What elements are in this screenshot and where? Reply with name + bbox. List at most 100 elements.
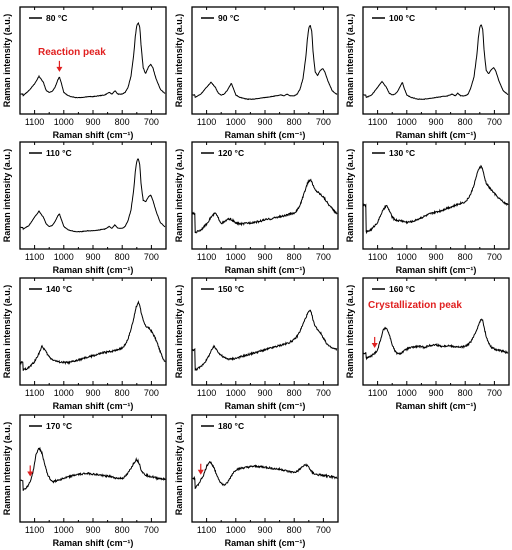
y-axis-label: Raman intensity (a.u.)	[2, 422, 12, 516]
x-tick-label: 700	[487, 388, 502, 398]
x-tick-label: 900	[85, 252, 100, 262]
x-tick-label: 1000	[54, 117, 74, 127]
x-tick-label: 800	[115, 117, 130, 127]
annotation-text: Crystallization peak	[368, 300, 462, 311]
annotation-arrow-head	[27, 471, 34, 477]
x-tick-label: 1100	[25, 525, 44, 535]
x-tick-label: 1000	[397, 388, 417, 398]
annotation-arrow-head	[197, 469, 204, 475]
legend-label: 160 °C	[389, 284, 415, 294]
legend-label: 170 °C	[46, 421, 72, 431]
x-axis-label: Raman shift (cm⁻¹)	[53, 538, 134, 548]
x-axis-label: Raman shift (cm⁻¹)	[225, 265, 306, 275]
plot-frame	[191, 277, 339, 386]
x-tick-label: 800	[458, 388, 473, 398]
x-tick-label: 1000	[226, 117, 246, 127]
spectrum-line	[192, 461, 338, 490]
x-tick-label: 800	[458, 117, 473, 127]
x-tick-label: 1100	[368, 388, 387, 398]
spectrum-line	[363, 318, 509, 361]
x-tick-label: 1100	[197, 117, 216, 127]
x-tick-label: 1000	[226, 388, 246, 398]
x-tick-label: 800	[115, 252, 130, 262]
panel-11: 1100 1000 900 800 700 Raman shift (cm⁻¹) Raman…	[174, 414, 339, 548]
spectrum-line	[363, 24, 509, 101]
annotation-arrow-head	[56, 66, 63, 72]
x-tick-label: 1000	[226, 252, 246, 262]
x-tick-label: 900	[85, 388, 100, 398]
panel-3: 1100 1000 900 800 700 Raman shift (cm⁻¹) Raman…	[345, 6, 510, 140]
x-tick-label: 800	[287, 117, 302, 127]
x-tick-label: 1000	[226, 525, 246, 535]
x-tick-label: 800	[287, 252, 302, 262]
x-tick-label: 900	[257, 252, 272, 262]
x-axis-label: Raman shift (cm⁻¹)	[396, 401, 477, 411]
panel-1: 1100 1000 900 800 700 Raman shift (cm⁻¹) Raman…	[2, 6, 167, 140]
x-tick-label: 800	[287, 388, 302, 398]
x-tick-label: 700	[316, 252, 331, 262]
legend-label: 80 °C	[46, 13, 67, 23]
x-axis-label: Raman shift (cm⁻¹)	[396, 265, 477, 275]
plot-frame	[362, 141, 510, 250]
x-axis-label: Raman shift (cm⁻¹)	[225, 538, 306, 548]
x-tick-label: 700	[144, 252, 159, 262]
spectrum-line	[20, 22, 166, 99]
y-axis-label: Raman intensity (a.u.)	[345, 14, 355, 108]
x-tick-label: 900	[257, 117, 272, 127]
legend-label: 140 °C	[46, 284, 72, 294]
x-tick-label: 800	[458, 252, 473, 262]
legend-label: 100 °C	[389, 13, 415, 23]
x-tick-label: 1100	[25, 388, 44, 398]
legend-label: 150 °C	[218, 284, 244, 294]
x-tick-label: 700	[316, 525, 331, 535]
y-axis-label: Raman intensity (a.u.)	[174, 14, 184, 108]
x-tick-label: 1000	[54, 388, 74, 398]
x-tick-label: 800	[115, 525, 130, 535]
legend-label: 130 °C	[389, 148, 415, 158]
legend-label: 180 °C	[218, 421, 244, 431]
panel-5: 1100 1000 900 800 700 Raman shift (cm⁻¹) Raman…	[174, 141, 339, 275]
plot-frame	[19, 141, 167, 250]
x-tick-label: 1000	[397, 117, 417, 127]
plot-frame	[191, 141, 339, 250]
plot-frame	[191, 414, 339, 523]
panel-10: 1100 1000 900 800 700 Raman shift (cm⁻¹) Raman…	[2, 414, 167, 548]
x-tick-label: 1100	[368, 252, 387, 262]
panel-9: 1100 1000 900 800 700 Raman shift (cm⁻¹) Raman…	[345, 277, 510, 411]
x-tick-label: 700	[487, 117, 502, 127]
annotation-text: Reaction peak	[38, 47, 106, 58]
x-tick-label: 700	[144, 388, 159, 398]
spectrum-line	[20, 158, 166, 233]
y-axis-label: Raman intensity (a.u.)	[2, 14, 12, 108]
x-tick-label: 900	[257, 525, 272, 535]
legend-label: 110 °C	[46, 148, 72, 158]
x-axis-label: Raman shift (cm⁻¹)	[396, 130, 477, 140]
x-tick-label: 1100	[25, 117, 44, 127]
panel-2: 1100 1000 900 800 700 Raman shift (cm⁻¹) Raman…	[174, 6, 339, 140]
x-tick-label: 1000	[54, 252, 74, 262]
x-tick-label: 800	[287, 525, 302, 535]
y-axis-label: Raman intensity (a.u.)	[2, 149, 12, 243]
spectrum-line	[20, 446, 166, 491]
annotation-arrow-head	[371, 342, 378, 348]
x-tick-label: 900	[428, 252, 443, 262]
legend-label: 90 °C	[218, 13, 239, 23]
panel-7: 1100 1000 900 800 700 Raman shift (cm⁻¹) Raman…	[2, 277, 167, 411]
y-axis-label: Raman intensity (a.u.)	[174, 285, 184, 379]
y-axis-label: Raman intensity (a.u.)	[2, 285, 12, 379]
y-axis-label: Raman intensity (a.u.)	[345, 285, 355, 379]
x-axis-label: Raman shift (cm⁻¹)	[53, 401, 134, 411]
spectrum-line	[192, 25, 338, 101]
x-tick-label: 1100	[25, 252, 44, 262]
x-tick-label: 1100	[197, 525, 216, 535]
x-tick-label: 1000	[397, 252, 417, 262]
x-tick-label: 700	[316, 117, 331, 127]
plot-frame	[362, 277, 510, 386]
x-tick-label: 1100	[197, 388, 216, 398]
x-tick-label: 700	[144, 117, 159, 127]
x-axis-label: Raman shift (cm⁻¹)	[225, 401, 306, 411]
x-tick-label: 900	[428, 388, 443, 398]
x-tick-label: 900	[85, 525, 100, 535]
legend-label: 120 °C	[218, 148, 244, 158]
